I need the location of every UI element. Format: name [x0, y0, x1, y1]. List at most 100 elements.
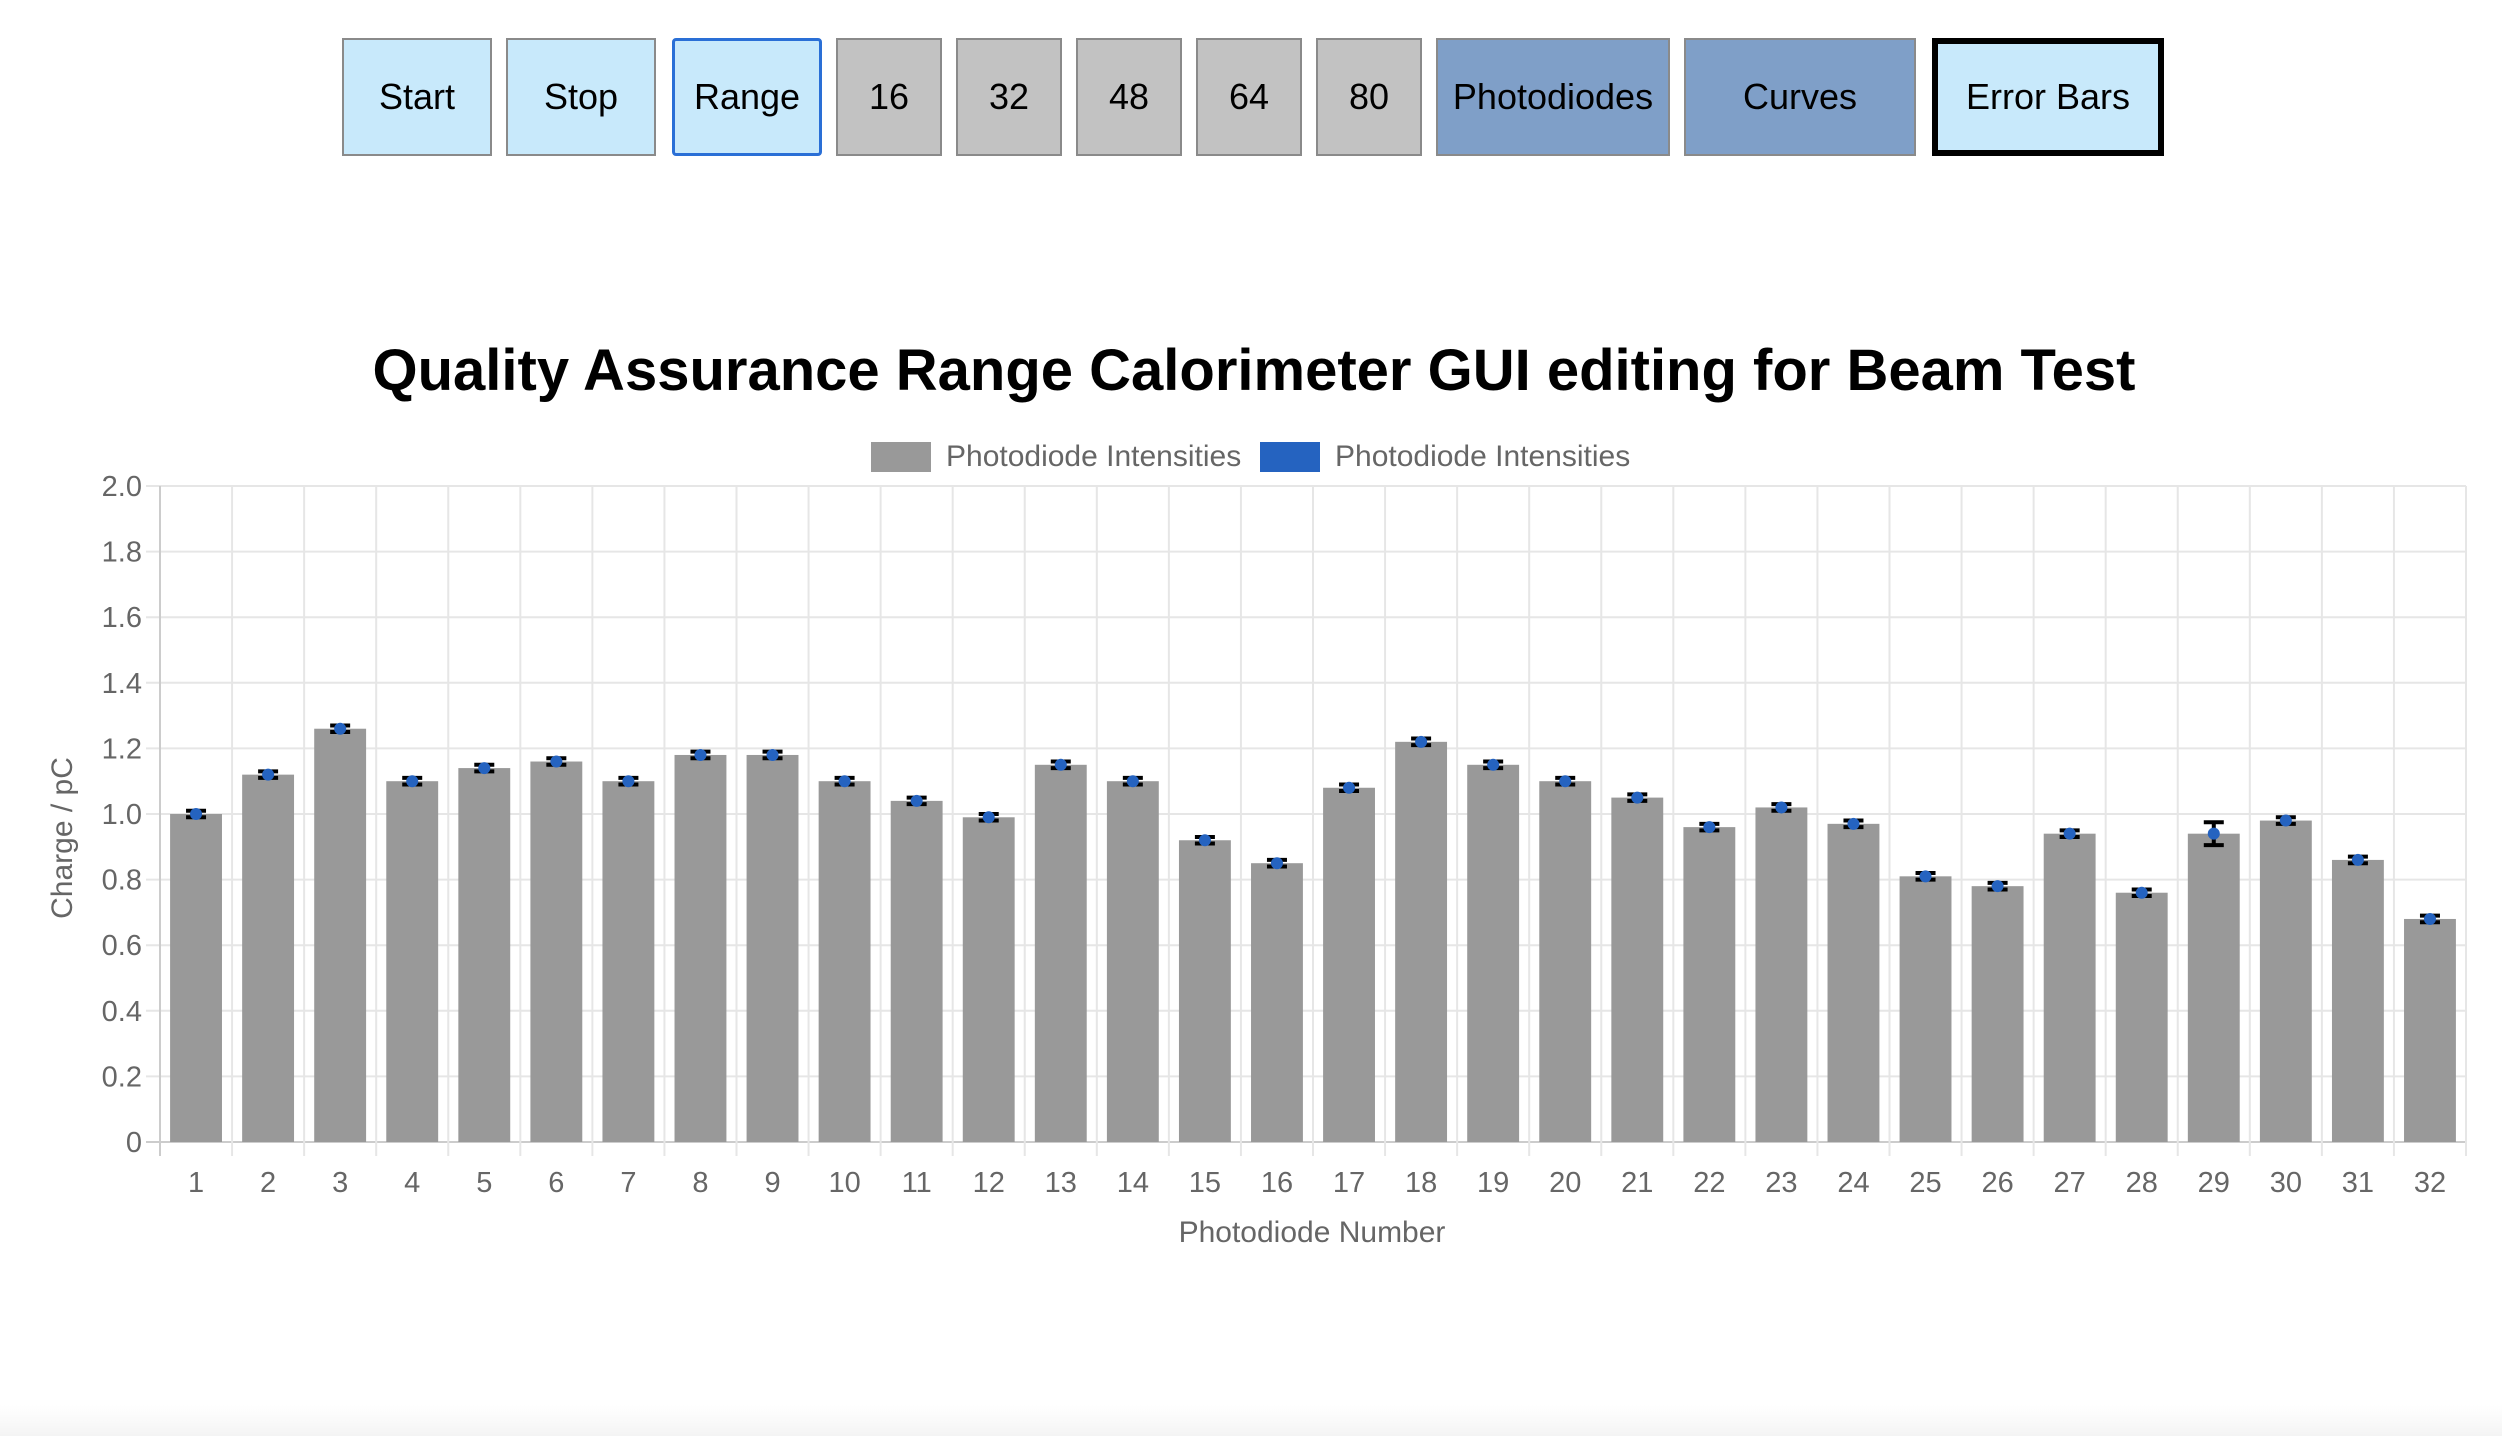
bar[interactable] [962, 817, 1015, 1142]
data-point[interactable] [190, 808, 203, 820]
data-point[interactable] [2279, 814, 2292, 827]
data-point[interactable] [478, 762, 491, 775]
x-tick-label: 15 [1189, 1167, 1221, 1199]
curves-button[interactable]: Curves [1684, 38, 1916, 156]
y-tick-label: 0.8 [102, 865, 142, 897]
bar[interactable] [1323, 787, 1375, 1142]
y-tick-label: 1.6 [102, 602, 142, 634]
x-tick-label: 18 [1405, 1167, 1437, 1199]
data-point[interactable] [1487, 758, 1500, 771]
x-tick-label: 27 [2054, 1167, 2086, 1199]
bar[interactable] [2043, 833, 2096, 1142]
data-point[interactable] [334, 722, 347, 735]
data-point[interactable] [1559, 775, 1572, 788]
bar[interactable] [674, 754, 727, 1142]
range-16-button[interactable]: 16 [836, 38, 942, 156]
bar[interactable] [458, 768, 511, 1142]
bar[interactable] [1755, 807, 1808, 1142]
range-64-button[interactable]: 64 [1196, 38, 1302, 156]
bar-chart: Quality Assurance Range Calorimeter GUI … [46, 338, 2467, 1249]
data-point[interactable] [550, 755, 563, 768]
data-point[interactable] [1847, 817, 1860, 830]
data-point[interactable] [1415, 735, 1428, 748]
x-tick-label: 1 [188, 1167, 204, 1199]
bar[interactable] [1178, 840, 1231, 1142]
bar[interactable] [1971, 886, 2024, 1142]
data-point[interactable] [838, 775, 851, 788]
bar[interactable] [818, 781, 871, 1142]
data-point[interactable] [1703, 821, 1716, 834]
bar[interactable] [386, 781, 439, 1142]
x-tick-label: 8 [692, 1167, 708, 1199]
x-tick-label: 14 [1117, 1167, 1149, 1199]
start-button[interactable]: Start [342, 38, 492, 156]
data-point[interactable] [1270, 857, 1283, 870]
x-tick-label: 29 [2198, 1167, 2230, 1199]
data-point[interactable] [262, 768, 275, 781]
bar[interactable] [1395, 741, 1448, 1142]
x-tick-label: 25 [1909, 1167, 1941, 1199]
data-point[interactable] [910, 794, 923, 807]
y-tick-label: 0.4 [102, 996, 142, 1028]
data-point[interactable] [2135, 886, 2148, 899]
x-tick-label: 23 [1765, 1167, 1797, 1199]
bar[interactable] [1034, 764, 1087, 1142]
bar[interactable] [1467, 764, 1520, 1142]
data-point[interactable] [1631, 791, 1644, 804]
bar[interactable] [530, 761, 583, 1142]
bar[interactable] [170, 814, 222, 1142]
range-32-button[interactable]: 32 [956, 38, 1062, 156]
x-tick-label: 20 [1549, 1167, 1581, 1199]
bar[interactable] [1106, 781, 1159, 1142]
data-point[interactable] [1991, 880, 2004, 893]
data-point[interactable] [2207, 827, 2220, 840]
bar[interactable] [2259, 820, 2312, 1142]
data-point[interactable] [766, 748, 779, 761]
bar[interactable] [1899, 876, 1952, 1142]
range-80-button[interactable]: 80 [1316, 38, 1422, 156]
bar[interactable] [314, 728, 367, 1142]
bar[interactable] [242, 774, 295, 1142]
x-tick-label: 17 [1333, 1167, 1365, 1199]
data-point[interactable] [406, 775, 419, 788]
data-point[interactable] [2063, 827, 2076, 840]
bar[interactable] [1611, 797, 1664, 1142]
data-point[interactable] [1343, 781, 1356, 794]
data-point[interactable] [2423, 912, 2436, 925]
y-tick-label: 0.2 [102, 1061, 142, 1093]
legend-label-blue[interactable]: Photodiode Intensities [1335, 440, 1630, 473]
bar[interactable] [602, 781, 655, 1142]
x-tick-label: 16 [1261, 1167, 1293, 1199]
range-button[interactable]: Range [672, 38, 822, 156]
range-48-button[interactable]: 48 [1076, 38, 1182, 156]
bar[interactable] [2187, 833, 2240, 1142]
bar[interactable] [1683, 827, 1736, 1142]
data-point[interactable] [1126, 775, 1139, 788]
data-point[interactable] [1054, 758, 1067, 771]
y-tick-label: 1.8 [102, 537, 142, 569]
bar[interactable] [2404, 918, 2456, 1142]
page-footer [0, 1405, 2502, 1436]
bar[interactable] [1827, 823, 1880, 1142]
stop-button[interactable]: Stop [506, 38, 656, 156]
bar[interactable] [2331, 859, 2384, 1142]
bar[interactable] [890, 800, 943, 1142]
bar[interactable] [746, 754, 799, 1142]
data-point[interactable] [622, 775, 635, 788]
data-point[interactable] [2351, 853, 2364, 866]
photodiodes-button[interactable]: Photodiodes [1436, 38, 1670, 156]
data-point[interactable] [1775, 801, 1788, 814]
data-point[interactable] [694, 748, 707, 761]
data-point[interactable] [1198, 834, 1211, 847]
legend-swatch-gray[interactable] [871, 442, 931, 472]
bar[interactable] [2115, 892, 2168, 1142]
bar[interactable] [1251, 863, 1303, 1142]
data-point[interactable] [1919, 870, 1932, 883]
bar[interactable] [1539, 781, 1592, 1142]
legend-swatch-blue[interactable] [1260, 442, 1320, 472]
x-tick-label: 7 [620, 1167, 636, 1199]
legend-label-gray[interactable]: Photodiode Intensities [946, 440, 1241, 473]
error-bars-button[interactable]: Error Bars [1932, 38, 2164, 156]
x-tick-label: 5 [476, 1167, 492, 1199]
data-point[interactable] [982, 811, 995, 824]
